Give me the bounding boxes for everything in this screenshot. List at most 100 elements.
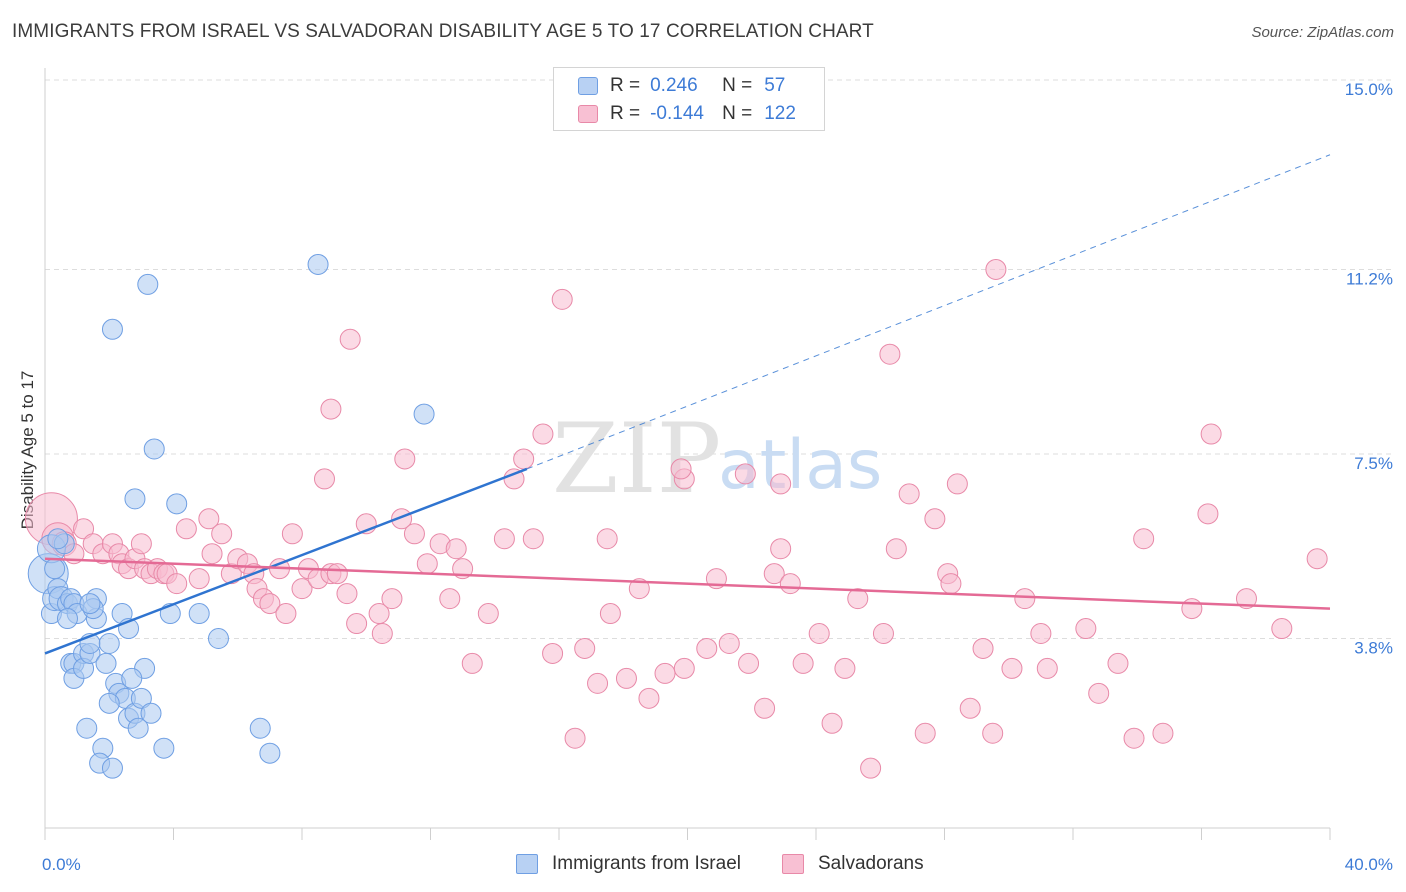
source-credit: Source: ZipAtlas.com [1251,24,1394,41]
salvadoran-point [281,523,303,545]
series-label-salvadorans: Salvadorans [818,853,924,874]
salvadoran-point [416,553,438,575]
israel-point [137,273,159,295]
salvadoran-point [763,563,785,585]
y-tick-label: 3.8% [1354,638,1393,657]
salvadoran-point [847,588,869,610]
salvadoran-point [551,288,573,310]
salvadoran-point [1075,618,1097,640]
salvadoran-point [872,623,894,645]
salvadoran-point [770,473,792,495]
israel-point [413,403,435,425]
legend-row-israel: R = 0.246 N = 57 [578,74,785,98]
salvadoran-point [821,712,843,734]
israel-point [47,528,69,550]
salvadoran-point [587,672,609,694]
salvadoran-point [1152,722,1174,744]
salvadoran-point [770,538,792,560]
salvadoran-point [166,573,188,595]
salvadoran-point [188,568,210,590]
salvadoran-point [403,523,425,545]
israel-point [101,757,123,779]
israel-point [143,438,165,460]
salvadoran-point [654,662,676,684]
israel-point [130,687,152,709]
israel-trend-line [44,467,528,655]
salvadoran-point [599,603,621,625]
salvadoran-point [696,637,718,659]
salvadoran-point [754,697,776,719]
salvadoran-point [596,528,618,550]
israel-trend-extension [526,154,1331,470]
salvadoran-point [1306,548,1328,570]
salvadoran-point [1107,652,1129,674]
israel-point [56,608,78,630]
israel-point [98,692,120,714]
salvadoran-point [336,583,358,605]
y-tick-label: 15.0% [1345,80,1393,99]
salvadoran-point [834,657,856,679]
y-tick-label: 11.2% [1346,269,1393,288]
salvadoran-point [638,687,660,709]
data-points [24,253,1328,779]
salvadoran-point [1181,598,1203,620]
salvadoran-point [1133,528,1155,550]
israel-point [44,558,66,580]
salvadoran-point [73,518,95,540]
legend-n-value: 57 [764,75,786,96]
series-legend-israel[interactable]: Immigrants from Israel [516,852,741,876]
salvadoran-point [972,637,994,659]
salvadoran-point [326,563,348,585]
salvadoran-point [1088,682,1110,704]
salvadoran-point [291,578,313,600]
salvadoran-point [1036,657,1058,679]
salvadoran-point [1123,727,1145,749]
series-label-israel: Immigrants from Israel [552,853,741,874]
salvadoran-point [670,458,692,480]
salvadoran-point [860,757,882,779]
legend-n-label: N = [722,103,753,124]
legend-r-value: 0.246 [650,75,698,96]
israel-point [124,488,146,510]
salvadoran-point [371,623,393,645]
israel-point [188,603,210,625]
salvadoran-point [130,533,152,555]
salvadoran-point [898,483,920,505]
israel-point [249,717,271,739]
salvadoran-point [564,727,586,749]
chart-title: IMMIGRANTS FROM ISRAEL VS SALVADORAN DIS… [12,21,874,42]
salvadoran-point [985,258,1007,280]
israel-point [98,632,120,654]
salvadoran-point [885,538,907,560]
legend-r-value: -0.144 [650,103,704,124]
salvadoran-point [734,463,756,485]
salvadoran-point [346,613,368,635]
salvadoran-point [439,588,461,610]
israel-point [259,742,281,764]
legend-r-label: R = [610,75,641,96]
tick-labels: 3.8% 7.5% 11.2% 15.0% 0.0% 40.0% [42,80,1393,874]
salvadoran-point [259,593,281,615]
trend-lines [44,154,1331,655]
legend-swatch-pink [578,105,598,123]
grid-lines [45,79,1395,639]
series-legend-salvadorans[interactable]: Salvadorans [782,852,924,876]
legend-n-label: N = [722,75,753,96]
legend-n-value: 122 [764,103,796,124]
israel-point [79,593,101,615]
israel-point [101,318,123,340]
salvadoran-point [522,528,544,550]
salvadoran-point [394,448,416,470]
israel-point [166,493,188,515]
salvadoran-point [275,603,297,625]
axes [44,68,1331,840]
israel-point [76,717,98,739]
y-tick-label: 7.5% [1354,454,1393,473]
x-tick-label: 40.0% [1345,855,1393,874]
salvadoran-point [445,538,467,560]
salvadoran-point [924,508,946,530]
salvadoran-point [792,652,814,674]
israel-point [127,717,149,739]
salvadoran-point [959,697,981,719]
